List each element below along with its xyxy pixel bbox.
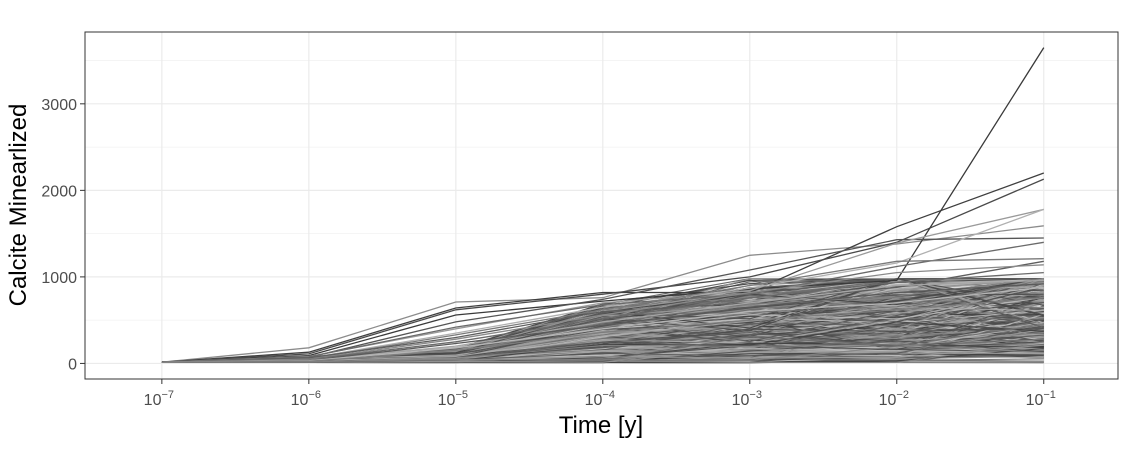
x-axis: 10−7 10−6 10−5 10−4 10−3 10−2 10−1 (144, 379, 1056, 409)
series-line (161, 47, 1045, 363)
x-tick-label: 10−5 (438, 389, 468, 409)
x-tick-label: 10−4 (585, 389, 615, 409)
x-tick-label: 10−1 (1026, 389, 1056, 409)
series-line (161, 225, 1044, 363)
grid-major (85, 32, 1118, 379)
series-line (161, 241, 1044, 363)
y-tick-label: 3000 (41, 97, 77, 114)
series-layer (161, 47, 1045, 364)
x-tick-label: 10−3 (732, 389, 762, 409)
x-tick-label: 10−7 (144, 389, 174, 409)
series-line (161, 178, 1045, 363)
series-line (161, 172, 1045, 363)
x-tick-label: 10−6 (291, 389, 321, 409)
plot-border (84, 31, 1119, 380)
x-tick-label: 10−2 (879, 389, 909, 409)
y-tick-label: 0 (68, 356, 77, 373)
series-line (161, 297, 1044, 363)
series-line (161, 260, 1044, 363)
y-axis-title: Calcite Minearlized (5, 104, 32, 307)
x-axis-title: Time [y] (559, 412, 643, 439)
y-tick-label: 1000 (41, 270, 77, 287)
y-tick-label: 2000 (41, 183, 77, 200)
y-axis: 0 1000 2000 3000 (41, 97, 85, 373)
